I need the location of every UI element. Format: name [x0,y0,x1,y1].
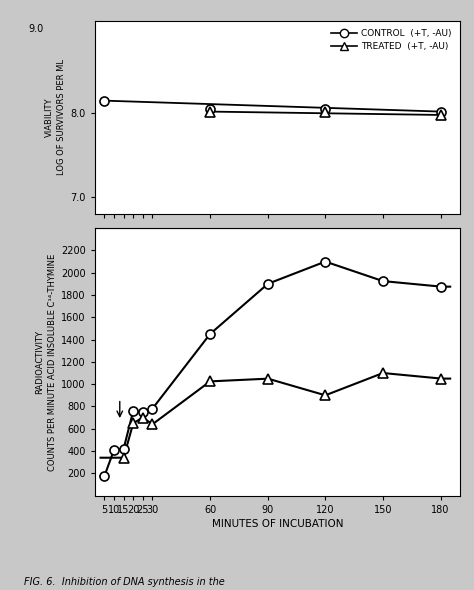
Legend: CONTROL  (+T, -AU), TREATED  (+T, -AU): CONTROL (+T, -AU), TREATED (+T, -AU) [328,25,455,55]
X-axis label: MINUTES OF INCUBATION: MINUTES OF INCUBATION [211,519,343,529]
Y-axis label: VIABILITY
LOG OF SURVIVORS PER ML: VIABILITY LOG OF SURVIVORS PER ML [45,60,66,175]
Text: FIG. 6.  Inhibition of DNA synthesis in the: FIG. 6. Inhibition of DNA synthesis in t… [24,577,225,587]
Text: 9.0: 9.0 [28,24,44,34]
Y-axis label: RADIOACTIVITY
COUNTS PER MINUTE ACID INSOLUBLE C¹⁴-THYMINE: RADIOACTIVITY COUNTS PER MINUTE ACID INS… [36,253,57,470]
